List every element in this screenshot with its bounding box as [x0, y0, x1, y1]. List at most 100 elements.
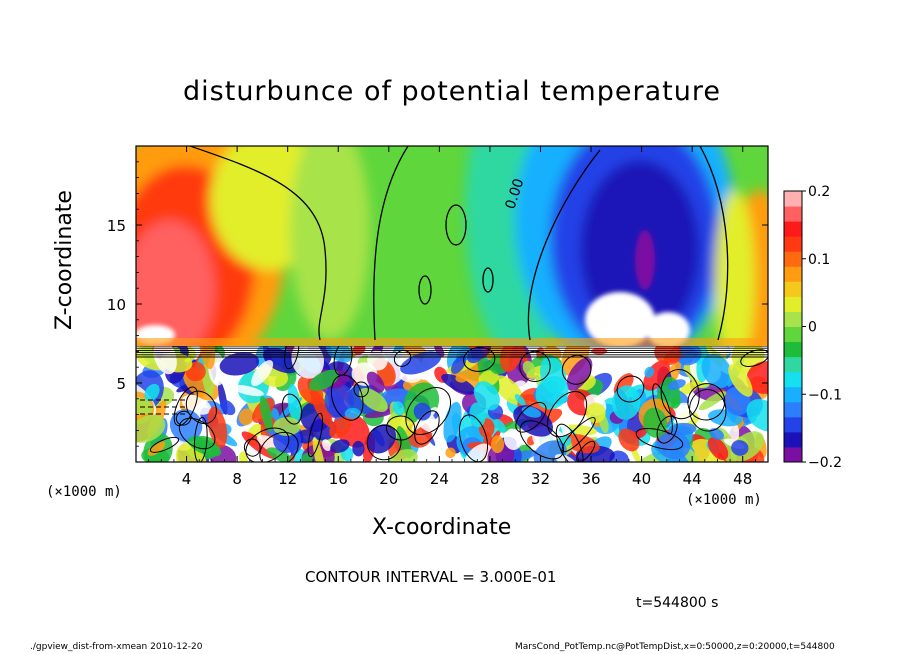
contour-interval-text: CONTOUR INTERVAL = 3.000E-01 — [305, 568, 557, 586]
contour-loop — [405, 387, 452, 435]
turbulence-blob — [330, 439, 350, 454]
turbulence-blob — [266, 447, 292, 462]
turbulence-blob — [259, 395, 273, 432]
turbulence-blob — [367, 424, 397, 454]
turbulence-blob — [329, 416, 352, 439]
turbulence-blob — [353, 346, 366, 355]
x-tick-label: 4 — [182, 470, 192, 488]
turbulence-blob — [352, 440, 365, 457]
contour-line — [373, 146, 409, 341]
interface-band — [136, 338, 768, 346]
turbulence-blob — [521, 406, 542, 418]
time-stamp: t=544800 s — [636, 595, 719, 611]
contour-loop — [193, 416, 208, 462]
turbulence-blob — [387, 449, 418, 462]
colorbar-swatch — [784, 356, 802, 373]
turbulence-blob — [490, 435, 505, 454]
turbulence-blob — [499, 346, 522, 372]
x-tick-label: 16 — [329, 470, 348, 488]
turbulence-blob — [643, 360, 670, 391]
turbulence-blob — [667, 379, 686, 390]
contour-loop — [635, 428, 684, 451]
contour-loop — [173, 386, 198, 427]
colorbar-swatch — [784, 416, 802, 433]
x-tick-label: 44 — [683, 470, 702, 488]
contour-loop — [576, 440, 596, 462]
contour-loop — [687, 383, 726, 421]
contour-loop — [616, 375, 645, 403]
turbulence-blob — [251, 360, 274, 387]
turbulence-blob — [364, 408, 395, 419]
turbulence-blob — [566, 357, 593, 391]
contour-loop — [463, 346, 496, 372]
turbulence-blob — [656, 431, 691, 460]
contour-loop — [689, 388, 727, 432]
turbulence-blob — [273, 417, 301, 436]
turbulence-blob — [239, 451, 248, 462]
upper-field: 0.00 — [136, 146, 768, 346]
colorbar: 0.2 0.1 0 −0.1 −0.2 — [783, 184, 842, 471]
turbulence-blob — [297, 429, 314, 444]
colorbar-swatch — [784, 236, 802, 252]
y-axis-unit-label: (×1000 m) — [46, 484, 122, 500]
colorbar-swatch — [784, 281, 802, 297]
contour-loop — [385, 415, 416, 441]
turbulence-blob — [728, 364, 753, 397]
purple-patch — [635, 230, 655, 290]
contour-loop — [245, 427, 290, 462]
turbulence-blob — [392, 401, 405, 416]
x-axis-label: X-coordinate — [372, 515, 512, 540]
turbulence-blob — [522, 360, 536, 376]
turbulence-blob — [136, 396, 153, 415]
turbulence-blob — [654, 346, 682, 365]
colorbar-tick-label: 0.2 — [808, 184, 830, 200]
turbulence-blob — [467, 348, 484, 364]
colorbar-swatch — [784, 311, 802, 327]
colorbar-swatch — [784, 266, 802, 282]
turbulence-blob — [238, 408, 254, 426]
turbulence-blob — [611, 385, 641, 420]
colorbar-swatch — [784, 446, 802, 463]
y-axis-ticks: 5 10 15 — [107, 161, 768, 447]
colorbar-swatch — [784, 401, 802, 418]
turbulence-blob — [514, 394, 526, 406]
x-axis-ticks: 4 8 12 16 20 24 28 32 36 40 44 48 — [148, 146, 756, 488]
x-tick-label: 40 — [632, 470, 651, 488]
lightgreen-band — [290, 146, 370, 340]
contour-loop — [555, 423, 584, 462]
turbulence-blob — [473, 381, 500, 411]
contour-loop — [652, 383, 673, 435]
contour-loop — [353, 381, 369, 398]
colorbar-tick-label: −0.2 — [808, 455, 842, 471]
contour-loop — [281, 393, 303, 425]
colorbar-swatch — [784, 296, 802, 312]
white-patch-1 — [585, 292, 655, 346]
x-axis-unit-label: (×1000 m) — [686, 492, 762, 508]
contour-loop — [656, 415, 678, 444]
turbulence-blob — [455, 374, 467, 383]
contour-loop — [519, 350, 551, 382]
colorbar-swatch — [784, 221, 802, 237]
turbulence-blob — [698, 391, 727, 411]
turbulence-blob — [187, 436, 222, 457]
contour-loop — [561, 354, 592, 385]
colorbar-swatch — [784, 251, 802, 267]
turbulence-blob — [344, 407, 361, 419]
footer-source: MarsCond_PotTemp.nc@PotTempDist,x=0:5000… — [515, 642, 835, 652]
colorbar-tick-label: 0 — [808, 320, 817, 336]
y-tick-label: 15 — [107, 217, 126, 235]
contour-loop — [740, 349, 768, 367]
white-patch-2 — [646, 312, 690, 346]
turbulence-blob — [169, 409, 203, 442]
lower-turbulent-field — [136, 346, 768, 462]
colorbar-swatch — [784, 386, 802, 403]
contour-loop — [519, 420, 564, 460]
turbulence-blob — [219, 352, 260, 376]
turbulence-blob — [644, 366, 655, 378]
x-tick-label: 36 — [581, 470, 600, 488]
colorbar-tick-label: −0.1 — [808, 387, 842, 403]
turbulence-blob — [441, 373, 476, 395]
turbulence-blob — [136, 414, 166, 443]
turbulence-blob — [301, 453, 313, 462]
contour-loop — [307, 412, 324, 458]
